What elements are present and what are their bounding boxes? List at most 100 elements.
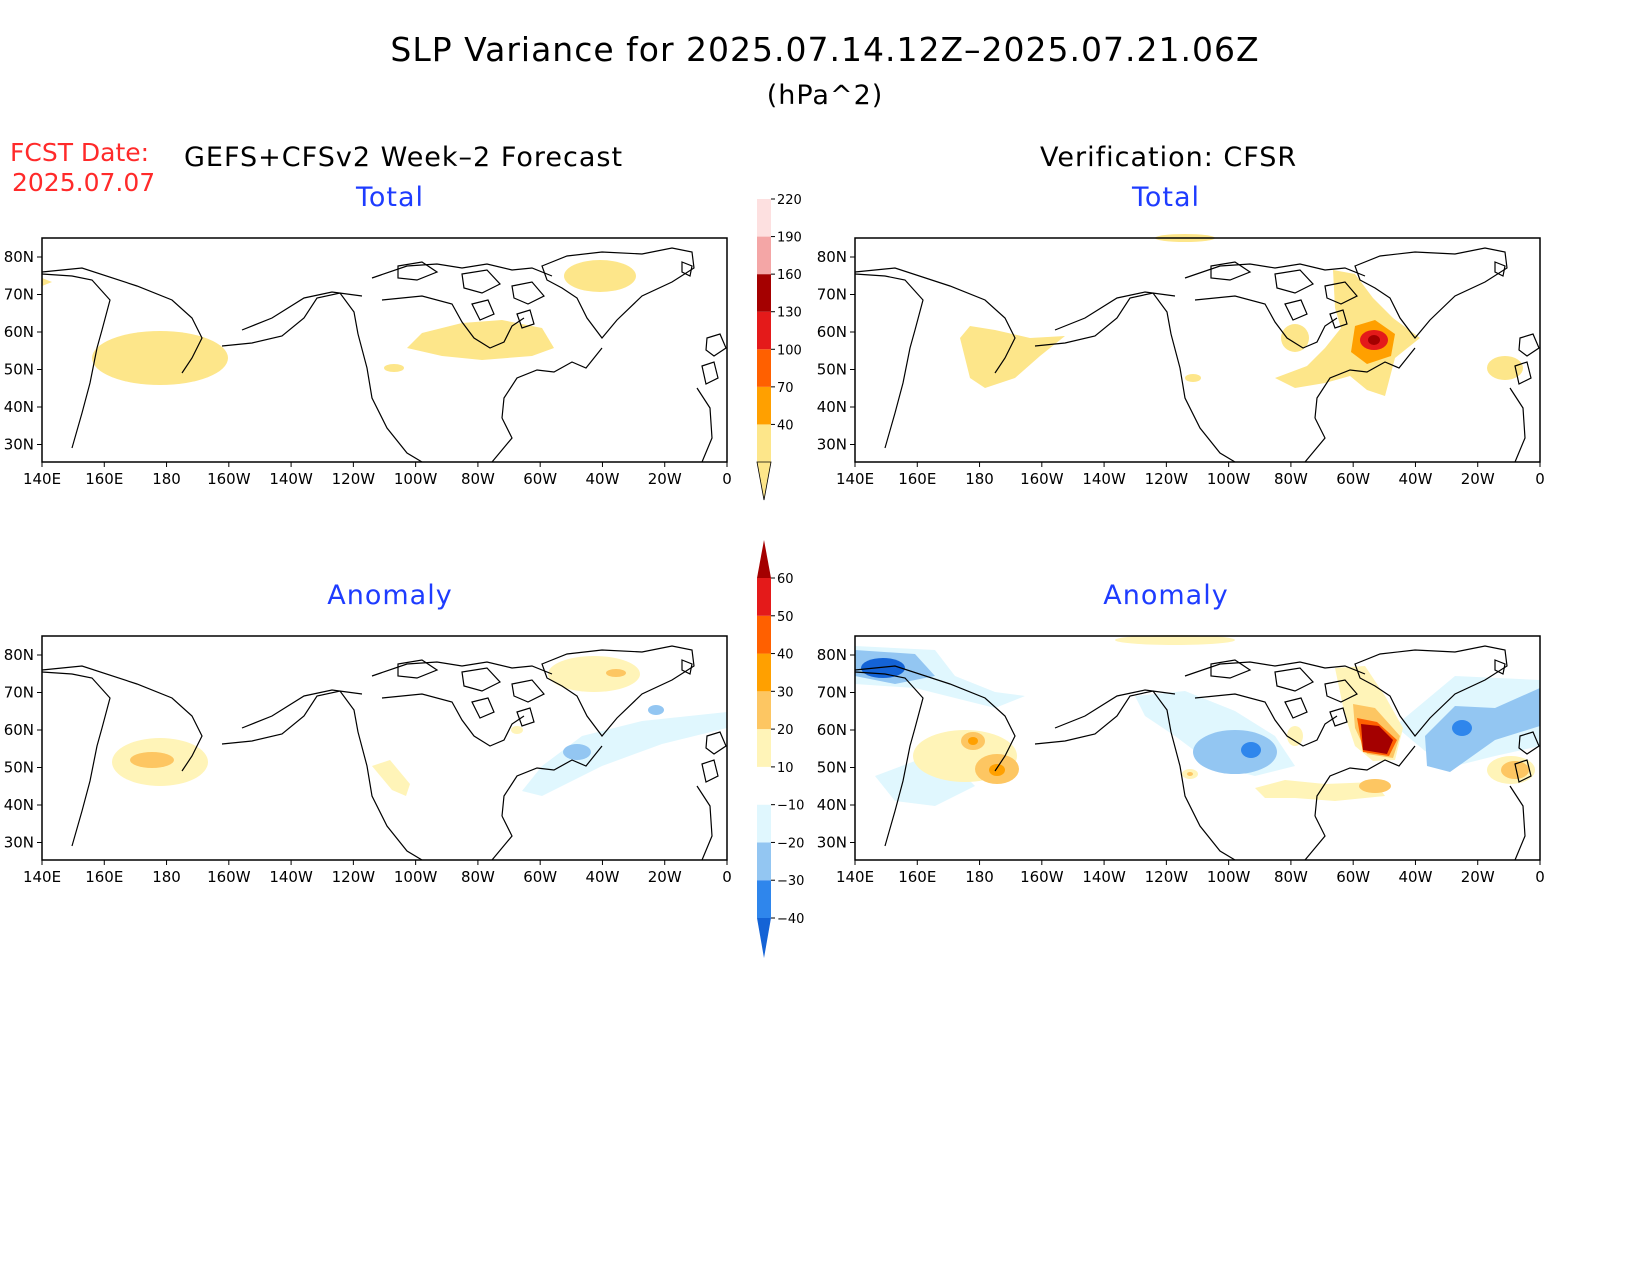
lat-tick-label: 70N: [817, 286, 847, 304]
lat-tick-label: 80N: [4, 248, 34, 266]
colorbar-anomaly-swatch: [757, 729, 771, 767]
lon-tick-label: 60W: [523, 470, 557, 488]
lon-tick-label: 160W: [207, 868, 251, 886]
colorbar-anomaly-level-label: 10: [777, 761, 794, 776]
lat-tick-label: 40N: [4, 398, 34, 416]
lon-tick-label: 80W: [1274, 470, 1308, 488]
map-forecast-total: [41, 237, 728, 463]
lon-tick-label: 140W: [269, 470, 313, 488]
colorbar-anomaly-level-label: 60: [777, 572, 794, 587]
panel-title-verification-total: Total: [1131, 182, 1201, 213]
lon-tick-label: 20W: [648, 470, 682, 488]
lon-tick-label: 100W: [1207, 868, 1251, 886]
lon-tick-label: 180: [152, 470, 181, 488]
lat-tick-label: 50N: [4, 759, 34, 777]
colorbar-anomaly-upper-arrow: [757, 540, 771, 578]
colorbar-anomaly-level-label: 50: [777, 610, 794, 625]
colorbar-anomaly-level-label: 40: [777, 648, 794, 663]
lat-tick-label: 70N: [4, 286, 34, 304]
colorbar-total-level-label: 220: [777, 193, 802, 208]
colorbar-anomaly-swatch: [757, 578, 771, 616]
panel-title-forecast-anomaly: Anomaly: [327, 580, 453, 611]
colorbar-anomaly-level-label: 30: [777, 685, 794, 700]
colorbar-anomaly-swatch: [757, 653, 771, 692]
lon-tick-label: 40W: [585, 868, 619, 886]
verification-column-header: Verification: CFSR: [1040, 142, 1298, 173]
lon-tick-label: 120W: [1145, 868, 1189, 886]
colorbar-anomaly-swatch: [757, 766, 771, 805]
colorbar-total-swatch: [757, 236, 771, 275]
lon-tick-label: 120W: [332, 470, 376, 488]
forecast-date-value: 2025.07.07: [12, 168, 156, 197]
figure-title: SLP Variance for 2025.07.14.12Z–2025.07.…: [390, 30, 1260, 69]
colorbar-anomaly-swatch: [757, 880, 771, 918]
contour-fill: [112, 656, 727, 796]
axis-labels: 140E 160E 180 160W 140W 120W 100W 80W 60W 40W 20W 0…: [4, 248, 1545, 886]
colorbar-anomaly: −40 −30 −20 −10 10 20 30 40 50 60: [757, 540, 804, 958]
map-frame: [854, 237, 1541, 463]
colorbar-total-level-label: 160: [777, 268, 802, 283]
lon-tick-label: 160E: [85, 470, 123, 488]
contour-fill: [855, 635, 1540, 806]
colorbar-anomaly-level-label: 20: [777, 723, 794, 738]
lon-tick-label: 160E: [898, 868, 936, 886]
lon-tick-label: 0: [722, 868, 732, 886]
lon-tick-label: 140E: [836, 868, 874, 886]
lon-tick-label: 80W: [1274, 868, 1308, 886]
lon-tick-label: 140E: [836, 470, 874, 488]
lat-tick-label: 30N: [4, 436, 34, 454]
lon-tick-label: 180: [965, 470, 994, 488]
lon-tick-label: 0: [1535, 868, 1545, 886]
colorbar-anomaly-swatch: [757, 842, 771, 881]
contour-fill: [42, 260, 636, 385]
lon-tick-label: 20W: [1461, 868, 1495, 886]
map-frame: [41, 635, 728, 861]
lon-tick-label: 160E: [85, 868, 123, 886]
lat-tick-label: 70N: [817, 684, 847, 702]
lat-tick-label: 60N: [817, 323, 847, 341]
lat-tick-label: 70N: [4, 684, 34, 702]
colorbar-total: 40 70 100 130 160 190 220: [756, 193, 802, 501]
colorbar-total-level-label: 100: [777, 343, 802, 358]
lat-tick-label: 60N: [817, 721, 847, 739]
colorbar-total-lower-arrow: [756, 461, 772, 501]
lon-tick-label: 100W: [1207, 470, 1251, 488]
colorbar-anomaly-swatch: [757, 804, 771, 843]
map-verification-anomaly: [854, 635, 1541, 861]
lon-tick-label: 140E: [23, 470, 61, 488]
map-frame: [41, 237, 728, 463]
lon-tick-label: 120W: [1145, 470, 1189, 488]
lon-tick-label: 100W: [394, 470, 438, 488]
colorbar-anomaly-lower-arrow: [757, 918, 771, 958]
lat-tick-label: 40N: [4, 796, 34, 814]
figure-units: (hPa^2): [766, 80, 884, 111]
lon-tick-label: 120W: [332, 868, 376, 886]
lat-tick-label: 50N: [4, 361, 34, 379]
lon-tick-label: 140E: [23, 868, 61, 886]
contour-fill: [960, 234, 1523, 396]
lon-tick-label: 0: [1535, 470, 1545, 488]
lat-tick-label: 40N: [817, 796, 847, 814]
colorbar-total-swatch: [757, 386, 771, 425]
colorbar-total-level-label: 40: [777, 418, 794, 433]
lat-tick-label: 80N: [4, 646, 34, 664]
lon-tick-label: 80W: [461, 868, 495, 886]
lon-tick-label: 180: [152, 868, 181, 886]
panel-title-verification-anomaly: Anomaly: [1103, 580, 1229, 611]
colorbar-total-swatch: [757, 424, 771, 462]
map-frame: [854, 635, 1541, 861]
lon-tick-label: 180: [965, 868, 994, 886]
lon-tick-label: 100W: [394, 868, 438, 886]
colorbar-total-level-label: 190: [777, 231, 802, 246]
colorbar-anomaly-level-label: −10: [777, 799, 804, 814]
forecast-date-label: FCST Date:: [10, 138, 150, 167]
lon-tick-label: 40W: [1398, 470, 1432, 488]
lon-tick-label: 0: [722, 470, 732, 488]
lon-tick-label: 140W: [1082, 868, 1126, 886]
colorbar-total-swatch: [757, 311, 771, 350]
forecast-column-header: GEFS+CFSv2 Week–2 Forecast: [184, 142, 624, 173]
lat-tick-label: 40N: [817, 398, 847, 416]
lon-tick-label: 140W: [269, 868, 313, 886]
lat-tick-label: 30N: [817, 834, 847, 852]
